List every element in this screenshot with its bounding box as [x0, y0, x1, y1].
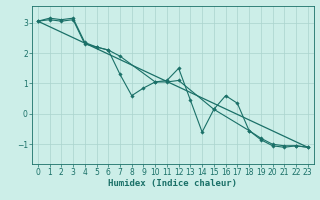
X-axis label: Humidex (Indice chaleur): Humidex (Indice chaleur) [108, 179, 237, 188]
